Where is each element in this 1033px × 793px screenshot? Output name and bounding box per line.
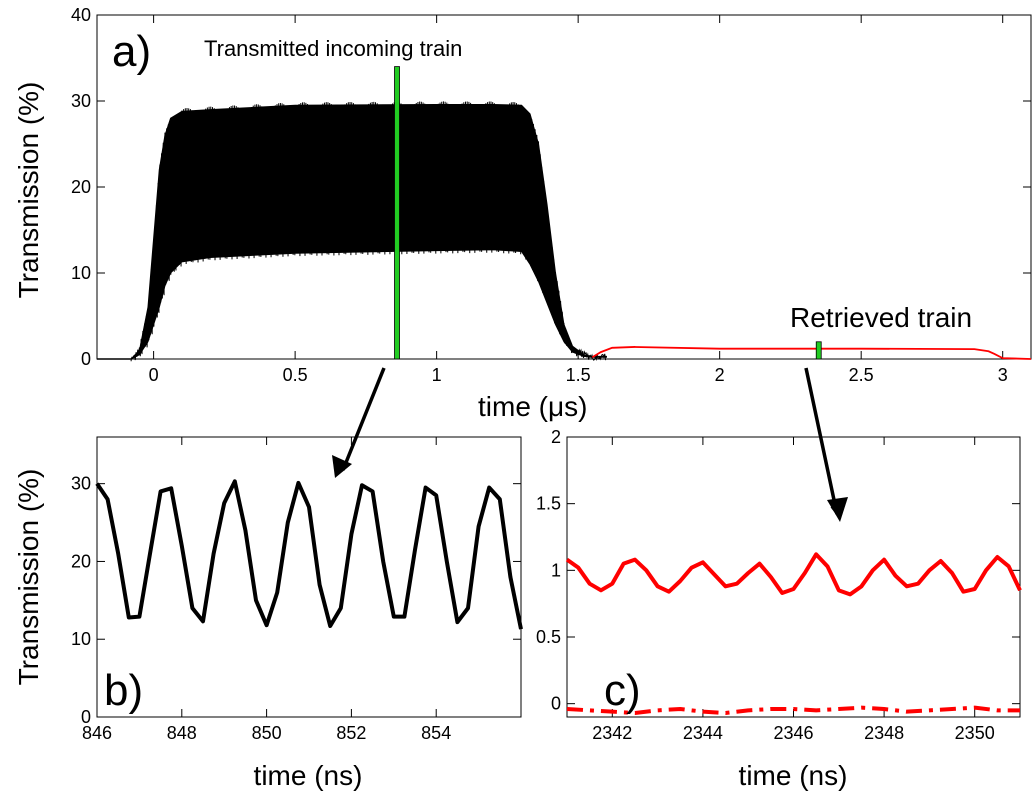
- y-tick-label: 0: [81, 707, 91, 727]
- arrow-to-panel-c: [804, 367, 841, 516]
- panel-c-ticks: 2342 2344 2346 2348 2350 0 0.5 1 1.5 2: [536, 427, 1020, 743]
- panel-a-ylabel: Transmission (%): [13, 82, 44, 299]
- arrowhead-c: [827, 497, 848, 522]
- panel-a-tag: a): [112, 27, 151, 76]
- x-tick-label: 0.5: [283, 365, 308, 385]
- annotation-incoming-train: Transmitted incoming train: [204, 36, 462, 61]
- panel-c-tag: c): [604, 666, 641, 715]
- y-tick-label: 20: [71, 551, 91, 571]
- x-tick-label: 852: [336, 723, 366, 743]
- panel-c-data: [565, 552, 1022, 715]
- series-zoom-retrieved-dashdot: [566, 705, 1020, 715]
- y-tick-label: 2: [551, 427, 561, 447]
- x-tick-label: 0: [149, 365, 159, 385]
- y-tick-label: 0.5: [536, 627, 561, 647]
- series-zoom-incoming: [95, 479, 523, 630]
- panel-b: 846 848 850 852 854 0 10 20 30 b) time (ns) Tran…: [13, 436, 523, 791]
- panel-b-data: [95, 479, 523, 630]
- panel-b-ticks: 846 848 850 852 854 0 10 20 30: [71, 437, 521, 743]
- y-tick-label: 10: [71, 629, 91, 649]
- marker-retrieved-window: [815, 341, 822, 360]
- y-tick-label: 0: [551, 694, 561, 714]
- panel-a-data: [97, 66, 1032, 362]
- arrow-to-panel-b: [341, 367, 386, 472]
- marker-incoming-window: [394, 66, 400, 360]
- y-tick-label: 40: [71, 5, 91, 25]
- x-tick-label: 2: [715, 365, 725, 385]
- x-tick-label: 3: [998, 365, 1008, 385]
- y-tick-label: 1.5: [536, 494, 561, 514]
- panel-b-tag: b): [104, 666, 143, 715]
- x-tick-label: 1: [432, 365, 442, 385]
- x-tick-label: 2350: [955, 723, 995, 743]
- series-zoom-retrieved: [565, 552, 1022, 597]
- panel-a-xlabel: time (μs): [478, 391, 587, 422]
- annotation-retrieved-train: Retrieved train: [790, 302, 972, 333]
- panel-b-xlabel: time (ns): [254, 760, 363, 791]
- series-retrieved-line: [591, 346, 1032, 360]
- x-tick-label: 2348: [864, 723, 904, 743]
- panel-c-xlabel: time (ns): [739, 760, 848, 791]
- y-tick-label: 30: [71, 91, 91, 111]
- y-tick-label: 30: [71, 474, 91, 494]
- panel-c: 2342 2344 2346 2348 2350 0 0.5 1 1.5 2 c) time (n…: [536, 427, 1022, 791]
- x-tick-label: 854: [421, 723, 451, 743]
- x-tick-label: 2346: [773, 723, 813, 743]
- connector-arrows: [332, 367, 848, 522]
- y-tick-label: 0: [81, 349, 91, 369]
- x-tick-label: 2344: [683, 723, 723, 743]
- y-tick-label: 20: [71, 177, 91, 197]
- arrowhead-b: [332, 455, 352, 478]
- y-tick-label: 10: [71, 263, 91, 283]
- x-tick-label: 2.5: [849, 365, 874, 385]
- x-tick-label: 1.5: [566, 365, 591, 385]
- x-tick-label: 848: [167, 723, 197, 743]
- panel-b-frame: [96, 436, 522, 718]
- series-incoming-oscillation: [130, 101, 607, 362]
- y-tick-label: 1: [551, 560, 561, 580]
- panel-b-ylabel: Transmission (%): [13, 469, 44, 686]
- x-tick-label: 850: [252, 723, 282, 743]
- x-tick-label: 2342: [592, 723, 632, 743]
- x-tick-label: 846: [82, 723, 112, 743]
